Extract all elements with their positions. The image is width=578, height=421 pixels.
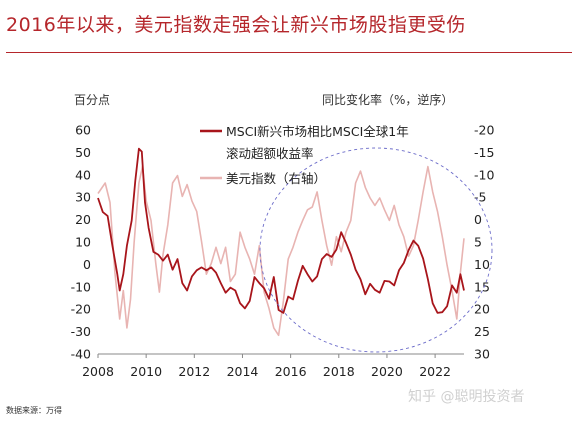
series-line-msci [97, 147, 465, 314]
x-tick-label: 2018 [323, 364, 355, 379]
right-tick-label: 15 [474, 279, 490, 294]
page-title: 2016年以来，美元指数走强会让新兴市场股指更受伤 [6, 14, 466, 36]
highlight-ellipse [259, 147, 493, 353]
left-tick-label: -30 [71, 324, 91, 339]
title-rule [6, 52, 572, 53]
watermark: 知乎 @聪明投资者 [408, 389, 525, 405]
left-tick-label: -10 [71, 279, 91, 294]
right-tick-label: 30 [474, 347, 490, 362]
legend-label-msci-line2: 滚动超额收益率 [226, 146, 314, 161]
right-tick-label: 20 [474, 302, 490, 317]
right-tick-label: -15 [474, 145, 494, 160]
x-tick-label: 2014 [227, 364, 259, 379]
right-tick-label: -10 [474, 167, 494, 182]
x-tick-label: 2012 [178, 364, 210, 379]
left-tick-label: 40 [75, 167, 91, 182]
x-tick-label: 2010 [130, 364, 162, 379]
right-tick-label: 25 [474, 324, 490, 339]
left-tick-label: 50 [75, 145, 91, 160]
left-tick-label: 10 [75, 235, 91, 250]
left-tick-label: -40 [71, 347, 91, 362]
x-tick-label: 2016 [275, 364, 307, 379]
legend-label-usd: 美元指数（右轴） [226, 171, 326, 186]
right-axis-label: 同比变化率（%，逆序） [322, 92, 453, 107]
right-tick-label: 10 [474, 257, 490, 272]
data-source: 数据来源：万得 [6, 406, 62, 415]
left-axis-label: 百分点 [74, 93, 110, 107]
legend-label-msci-line1: MSCI新兴市场相比MSCI全球1年 [226, 124, 409, 139]
right-tick-label: -20 [474, 123, 494, 138]
right-tick-label: -5 [474, 190, 486, 205]
right-tick-label: 5 [474, 235, 482, 250]
x-tick-label: 2008 [82, 364, 114, 379]
left-tick-label: 20 [75, 212, 91, 227]
x-tick-label: 2020 [371, 364, 403, 379]
series-line-usd [97, 165, 465, 337]
right-tick-label: 0 [474, 212, 482, 227]
left-tick-label: -20 [71, 302, 91, 317]
left-tick-label: 0 [83, 257, 91, 272]
left-tick-label: 60 [75, 123, 91, 138]
left-tick-label: 30 [75, 190, 91, 205]
x-tick-label: 2022 [419, 364, 451, 379]
